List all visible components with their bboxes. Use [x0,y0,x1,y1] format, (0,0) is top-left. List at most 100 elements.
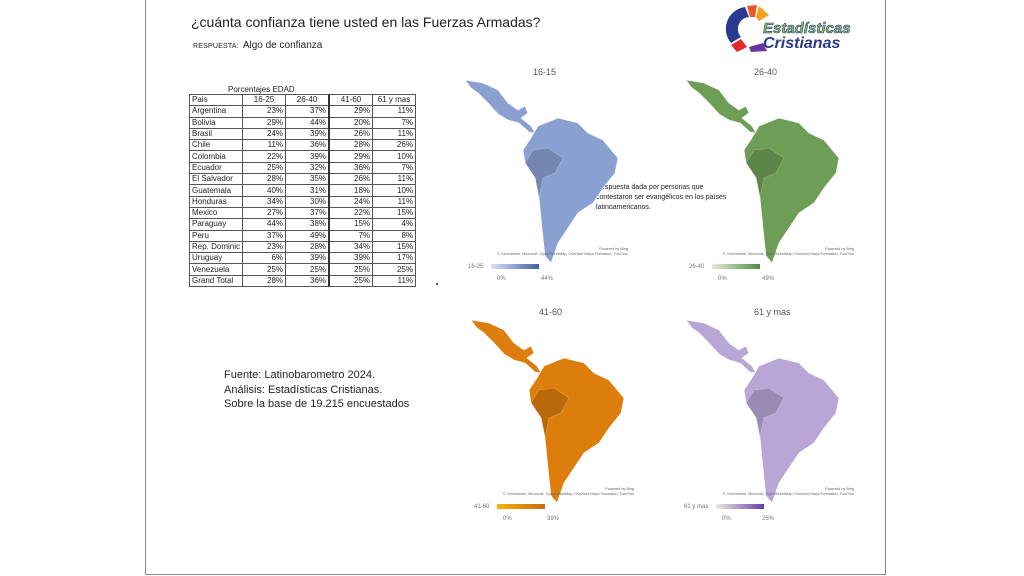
legend-label: 26-40 [689,264,705,271]
table-row: Colombia 22% 39% 29% 10% [188,150,417,163]
table-cell: 36% [328,161,374,175]
table-cell: 29% [328,150,374,163]
table-cell: 40% [242,184,287,197]
map-title: 41-60 [539,307,563,317]
marker-dot [436,283,438,285]
table-cell: El Salvador [188,173,244,186]
table-cell: Uruguay [188,252,244,265]
map-attribution: © GeoNames, Microsoft, OpenStreetMap, Ov… [722,252,854,256]
table-cell: 11% [372,127,417,141]
choropleth-map: 16-15 Powered by Bing © GeoNames, Micros… [463,62,633,292]
latam-map-shape [469,318,629,503]
table-cell: Peru [188,229,244,242]
map-title: 26-40 [754,67,778,77]
table-cell: 28% [242,173,287,186]
source-line: Fuente: Latinobarometro 2024. [224,369,376,381]
column-header: Pais [188,93,244,107]
legend-max: 39% [547,516,560,522]
table-cell: 37% [285,105,330,118]
table-row: Venezuela 25% 25% 25% 25% [188,263,417,276]
powered-by: Powered by Bing [825,247,854,251]
table-cell: Colombia [188,150,244,163]
legend-min: 0% [503,516,512,522]
table-cell: 28% [285,240,330,254]
legend-gradient [712,264,761,269]
table-row: Chile 11% 36% 28% 26% [188,139,417,152]
table-cell: 22% [328,206,374,220]
table-row: El Salvador 28% 35% 26% 11% [188,173,417,186]
table-row: Rep. Dominic 23% 28% 34% 15% [188,240,417,254]
table-header-row: Pais 16-25 26-40 41-60 61 y mas [188,93,417,107]
column-header: 41-60 [328,93,374,107]
table-cell: 8% [372,229,417,242]
column-header: 16-25 [242,93,287,107]
table-cell: 36% [285,139,330,152]
legend-gradient [716,504,765,509]
table-cell: 26% [372,139,417,152]
table-cell: 7% [372,116,417,129]
table-cell: 26% [328,127,374,141]
table-cell: 49% [285,229,330,242]
table-caption: Porcentajes EDAD [228,85,295,94]
map-attribution: © GeoNames, Microsoft, OpenStreetMap, Ov… [496,252,628,256]
table-cell: 23% [242,240,287,254]
table-cell: 32% [285,161,330,175]
map-attribution: © GeoNames, Microsoft, OpenStreetMap, Ov… [722,492,854,496]
table-row: Guatemala 40% 31% 18% 10% [188,184,417,197]
table-row: Brasil 24% 39% 26% 11% [188,127,417,141]
powered-by: Powered by Bing [605,487,634,491]
legend-min: 0% [718,276,727,282]
table-cell: 23% [242,105,287,118]
table-cell: Bolivia [188,116,244,129]
table-row: Grand Total 28% 36% 25% 11% [188,274,417,288]
table-cell: 7% [372,161,417,175]
map-legend: 26-40 [689,264,761,271]
map-attribution: © GeoNames, Microsoft, OpenStreetMap, Ov… [502,492,634,496]
table-cell: 35% [285,173,330,186]
table-row: Ecuador 25% 32% 36% 7% [188,161,417,175]
legend-min: 0% [722,516,731,522]
table-row: Peru 37% 49% 7% 8% [188,229,417,242]
powered-by: Powered by Bing [825,487,854,491]
legend-label: 61 y mas [684,504,709,511]
table-cell: 10% [372,150,417,163]
choropleth-map: 41-60 Powered by Bing © GeoNames, Micros… [469,302,639,532]
table-cell: 11% [242,139,287,152]
legend-max: 49% [762,276,775,282]
table-cell: 25% [328,263,374,276]
table-cell: 36% [285,274,330,288]
legend-gradient [491,264,540,269]
table-cell: 29% [242,116,287,129]
table-cell: 25% [285,263,330,276]
choropleth-map: 61 y mas Powered by Bing © GeoNames, Mic… [684,302,854,532]
latam-map-shape [463,78,623,263]
table-row: Mexico 27% 37% 22% 15% [188,206,417,220]
map-title: 16-15 [533,67,557,77]
svg-text:Cristianas: Cristianas [763,35,840,52]
legend-min: 0% [497,276,506,282]
source-block: Fuente: Latinobarometro 2024. Análisis: … [224,368,409,412]
column-header: 61 y mas [372,93,417,107]
table-cell: 44% [242,218,287,231]
table-cell: 6% [242,252,287,265]
legend-max: 26% [762,516,775,522]
sample-line: Sobre la base de 19.215 encuestados [224,398,410,410]
table-cell: 39% [285,252,330,265]
table-cell: 15% [372,206,417,220]
table-cell: 28% [242,274,287,288]
table-cell: 10% [372,184,417,197]
logo: Estadísticas Cristianas [723,3,873,53]
table-cell: 31% [285,184,330,197]
table-cell: Paraguay [188,218,244,231]
table-cell: 39% [285,127,330,141]
legend-label: 41-60 [474,504,490,511]
map-legend: 41-60 [474,504,546,511]
table-cell: 27% [242,206,287,220]
answer-value: Algo de confianza [242,40,323,51]
table-cell: 25% [242,263,287,276]
table-cell: 44% [285,116,330,129]
map-note: Respuesta dada por personas que contesta… [596,184,727,211]
map-legend: 16-25 [468,264,540,270]
table-cell: 25% [242,161,287,175]
answer-label: RESPUESTA: [193,43,239,50]
